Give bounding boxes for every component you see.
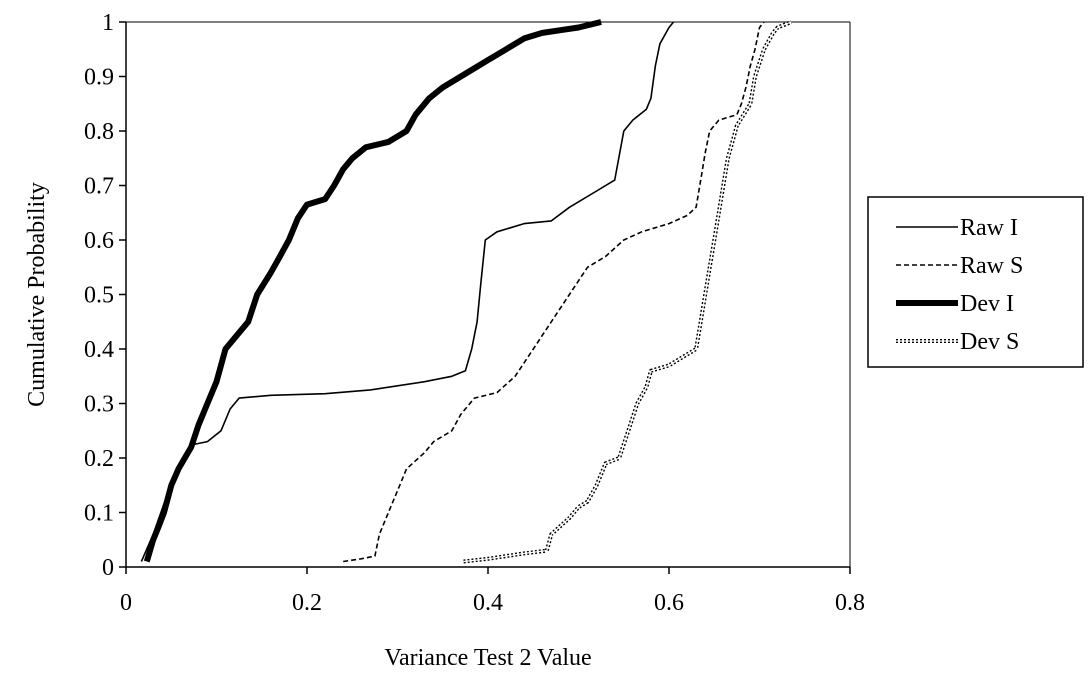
- legend-label-dev-i: Dev I: [960, 291, 1014, 317]
- y-tick-label: 0.5: [84, 283, 114, 309]
- x-tick-label: 0.6: [654, 590, 684, 616]
- series-line-dev-s-core: [463, 21, 792, 563]
- legend: Raw I Raw S Dev I Dev S: [867, 196, 1084, 368]
- y-tick-label: 0.6: [84, 228, 114, 254]
- x-tick-label: 0.4: [473, 590, 503, 616]
- y-tick-label: 0.7: [84, 174, 114, 200]
- series-layer: [140, 19, 792, 564]
- plot-area: [126, 21, 851, 567]
- y-axis: 0 0.1 0.2 0.3 0.4 0.5 0.6 0.7 0.8 0.9 1: [84, 10, 127, 581]
- x-tick-label: 0: [120, 590, 132, 616]
- x-tick-label: 0.2: [292, 590, 322, 616]
- y-tick-label: 0: [102, 555, 114, 581]
- y-tick-label: 1: [102, 10, 114, 36]
- x-tick-label: 0.8: [835, 590, 865, 616]
- series-line-dev-i: [143, 19, 602, 563]
- x-axis: 0 0.2 0.4 0.6 0.8: [120, 566, 865, 616]
- y-tick-label: 0.2: [84, 446, 114, 472]
- y-axis-title: Cumulative Probability: [24, 182, 50, 407]
- series-line-raw-s: [343, 21, 765, 563]
- legend-label-raw-i: Raw I: [960, 215, 1018, 241]
- legend-label-dev-s: Dev S: [960, 329, 1019, 355]
- legend-box: [867, 196, 1084, 368]
- y-tick-label: 0.1: [84, 501, 114, 527]
- y-tick-label: 0.3: [84, 392, 114, 418]
- y-tick-label: 0.9: [84, 65, 114, 91]
- series-line-raw-i: [140, 21, 675, 562]
- y-tick-label: 0.4: [84, 337, 114, 363]
- legend-label-raw-s: Raw S: [960, 253, 1023, 279]
- x-axis-title: Variance Test 2 Value: [384, 645, 591, 671]
- y-tick-label: 0.8: [84, 119, 114, 145]
